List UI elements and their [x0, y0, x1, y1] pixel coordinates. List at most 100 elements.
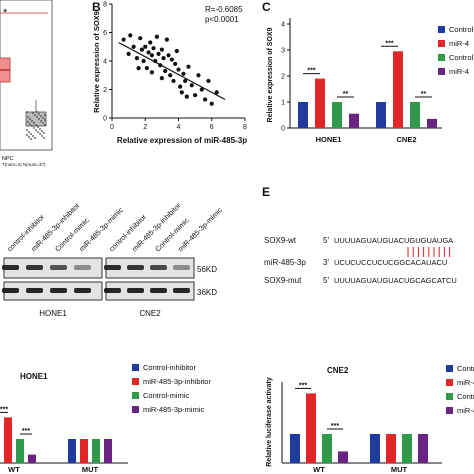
sig-stars: ***: [307, 68, 315, 75]
blot-band-sox9: [50, 265, 67, 270]
normal-box: [25, 111, 47, 127]
legend-swatch: [446, 365, 453, 372]
panel-c-bars: [298, 51, 437, 128]
bar: [338, 451, 348, 463]
scatter-point: [138, 36, 143, 41]
jitter-point: [34, 137, 36, 139]
seq-prime-wt: 5': [323, 236, 329, 245]
blot-band-gapdh: [173, 288, 190, 293]
bar: [393, 51, 403, 128]
jitter-point: [26, 129, 28, 131]
jitter-point: [41, 135, 43, 137]
scatter-point: [126, 51, 131, 56]
sig-stars: ***: [0, 406, 8, 413]
legend-swatch: [446, 407, 453, 414]
panel-c-y-tick-label: 3: [281, 48, 285, 55]
bar: [104, 439, 112, 463]
legend-swatch: [132, 364, 139, 371]
jitter-point: [44, 124, 46, 126]
panel-c-y-tick-label: 4: [281, 22, 285, 29]
cne2-chart-title: CNE2: [327, 366, 349, 375]
jitter-point: [36, 111, 38, 113]
jitter-point: [39, 128, 41, 130]
blot-band-sox9: [2, 265, 19, 270]
hone1-legend: Control-inhibitor miR-485-3p-inhibitor Con…: [132, 363, 211, 414]
bar: [68, 439, 76, 463]
jitter-point: [32, 112, 34, 114]
jitter-point: [44, 119, 46, 121]
hone1-significance: *** ***: [0, 406, 32, 435]
seq-prime-mut: 5': [323, 276, 329, 285]
scatter-point: [209, 101, 214, 106]
scatter-point: [128, 33, 133, 38]
panel-c-category-hone1: HONE1: [316, 135, 342, 144]
legend-label: Control-: [449, 25, 474, 34]
bar: [402, 434, 412, 463]
scatter-point: [161, 56, 166, 61]
legend-swatch: [132, 392, 139, 399]
jitter-point: [37, 131, 39, 133]
panel-c-y-tick-label: 0: [281, 126, 285, 133]
jitter-point: [42, 117, 44, 119]
sig-stars: **: [421, 91, 427, 98]
scatter-x-tick-label: 6: [210, 124, 214, 131]
jitter-point: [38, 113, 40, 115]
normal-jitter-points: [26, 111, 46, 140]
scatter-point: [159, 47, 164, 52]
scatter-point: [131, 44, 136, 49]
jitter-point: [31, 125, 33, 127]
scatter-point: [199, 87, 204, 92]
cne2-category-wt: WT: [313, 465, 325, 474]
scatter-point: [196, 73, 201, 78]
jitter-point: [30, 133, 32, 135]
blot-band-gapdh: [150, 288, 167, 293]
legend-label: Control-inhibitor: [143, 363, 196, 372]
legend-label: Control-: [457, 364, 474, 373]
seq-label-wt: SOX9-wt: [264, 236, 297, 245]
scatter-xlabel: Relative expression of miR-485-3p: [117, 136, 247, 145]
scatter-y-ticks: 0 2 4 6 8: [103, 2, 112, 123]
scatter-point: [154, 34, 159, 39]
bar: [4, 417, 12, 463]
scatter-point: [139, 47, 145, 52]
bar: [332, 102, 342, 128]
panel-f-cne2: CNE2 Relative luciferase activaty ******…: [266, 364, 474, 474]
panel-d: control-inhibitormiR-485-3p-inhibitorCon…: [2, 201, 224, 318]
legend-swatch: [438, 54, 445, 61]
blot-band-gapdh: [127, 288, 144, 293]
jitter-point: [33, 122, 35, 124]
scatter-point: [166, 53, 171, 58]
jitter-point: [26, 134, 28, 136]
seq-label-mir: miR-485-3p: [264, 258, 306, 267]
bar: [386, 434, 396, 463]
blot-cellline-cne2: CNE2: [139, 309, 161, 318]
legend-swatch: [446, 393, 453, 400]
jitter-point: [28, 131, 30, 133]
scatter-point: [121, 37, 126, 42]
panel-c-significance: **********: [303, 40, 432, 98]
scatter-point: [174, 48, 179, 54]
scatter-point: [203, 97, 208, 102]
panel-e: E SOX9-wt 5' UUUUAGUAUGUACUGUGUAUGA miR-…: [262, 185, 457, 285]
scatter-point: [134, 56, 140, 61]
bar: [418, 434, 428, 463]
panel-a-xlabel: NPC: [2, 156, 14, 162]
sig-stars: ***: [385, 40, 393, 47]
scatter-point: [186, 64, 191, 69]
scatter-point: [168, 73, 173, 78]
panel-c-y-tick-label: 1: [281, 100, 285, 107]
jitter-point: [33, 127, 35, 129]
panel-b-r: R=-0.6085: [205, 5, 243, 14]
legend-label: Control: [449, 53, 474, 62]
blot-band-sox9: [150, 265, 167, 270]
bar: [290, 434, 300, 463]
scatter-point: [159, 76, 164, 81]
bar: [298, 102, 308, 128]
jitter-point: [40, 120, 42, 122]
legend-label: miR-485-3p-mimic: [143, 405, 205, 414]
scatter-x-tick-label: 8: [243, 124, 247, 131]
scatter-y-tick-label: 0: [103, 116, 107, 123]
panel-a-xlabel-counts: T(num=4) N(num=37): [2, 162, 46, 167]
seq-mut: UUUUAGUAUGUACUGCAGCATCU: [334, 276, 457, 285]
